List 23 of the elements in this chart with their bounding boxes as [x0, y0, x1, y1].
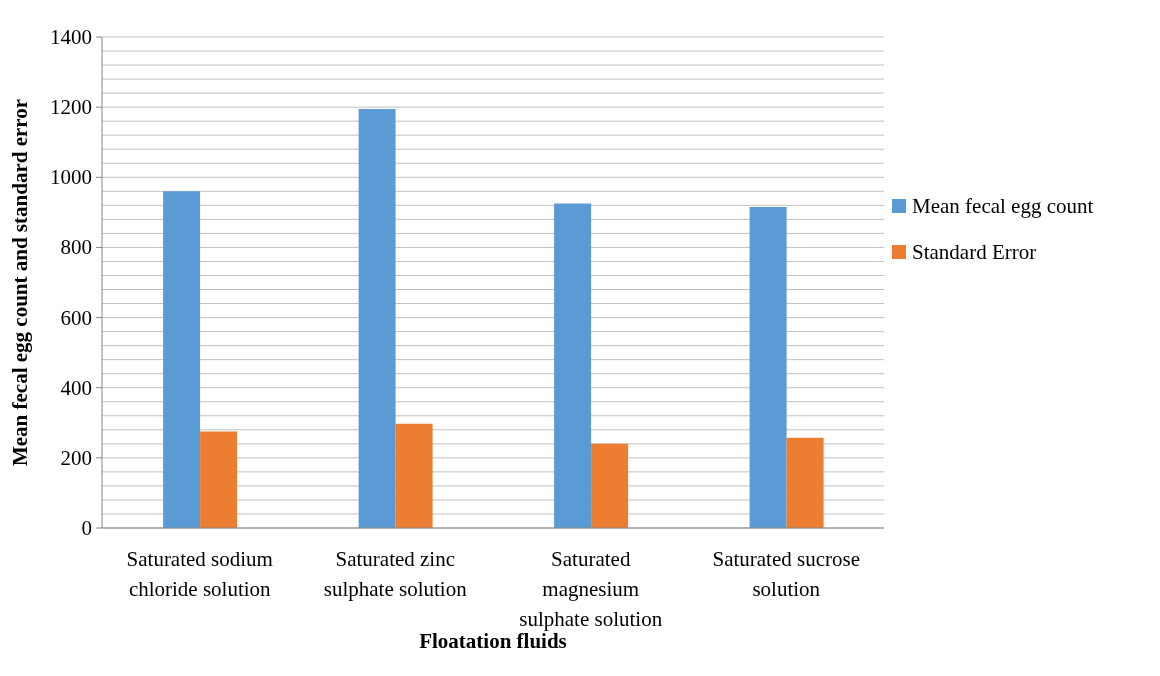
y-tick-label: 200	[60, 445, 92, 470]
bar	[395, 423, 433, 528]
y-tick-label: 400	[60, 375, 92, 400]
y-tick-label: 600	[60, 305, 92, 330]
x-tick-label: Saturated zinc sulphate solution	[323, 547, 468, 601]
bar	[358, 108, 396, 528]
y-tick-label: 0	[81, 516, 92, 540]
x-tick-label: Saturated sucrose solution	[712, 547, 861, 601]
bar	[749, 207, 787, 528]
legend-label: Mean fecal egg count	[912, 193, 1094, 219]
bar	[786, 437, 824, 528]
x-tick-label: Saturated sodium chloride solution	[126, 547, 273, 601]
bar	[554, 203, 592, 528]
y-tick-label: 800	[60, 235, 92, 260]
legend-label: Standard Error	[912, 239, 1037, 265]
y-axis-title: Mean fecal egg count and standard error	[8, 98, 33, 467]
y-tick-label: 1000	[50, 165, 92, 190]
y-tick-label: 1400	[50, 25, 92, 49]
bar	[163, 191, 201, 528]
bar	[591, 443, 629, 528]
y-tick-label: 1200	[50, 95, 92, 120]
x-tick-label: Saturated magnesium sulphate solution	[519, 547, 663, 631]
bar	[200, 431, 238, 528]
